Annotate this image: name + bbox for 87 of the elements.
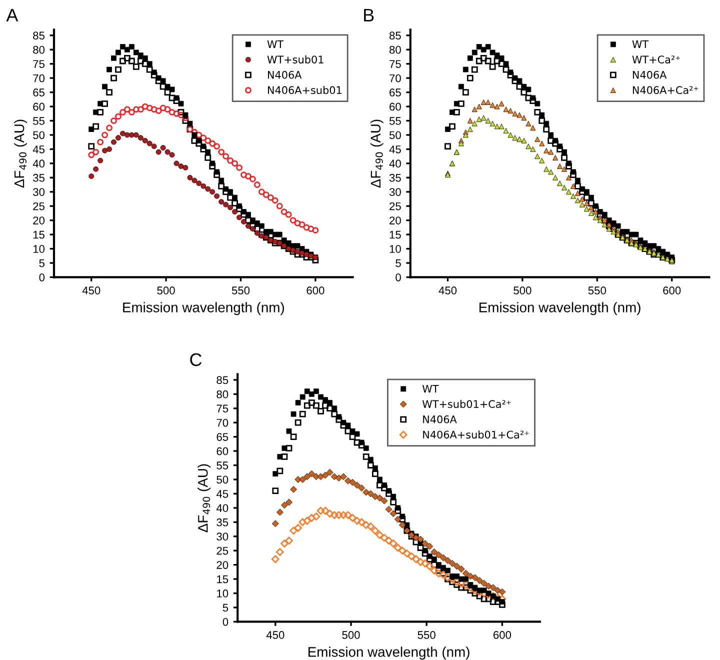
x-tick-label: 550 — [418, 631, 436, 639]
y-tick-label: 80 — [389, 46, 401, 54]
legend-label: WT+sub01 — [267, 55, 324, 64]
y-tick-label: 40 — [389, 160, 401, 168]
y-tick-label: 30 — [216, 532, 228, 541]
y-tick-label: 15 — [33, 230, 45, 239]
legend-label: WT — [632, 40, 649, 48]
x-tick-label: 450 — [82, 286, 100, 294]
y-tick-label: 55 — [33, 117, 45, 125]
x-tick-label: 600 — [493, 631, 512, 639]
y-tick-label: 15 — [390, 230, 401, 239]
y-tick-label: 50 — [216, 476, 228, 484]
y-tick-label: 20 — [216, 561, 228, 569]
y-tick-label: 30 — [389, 188, 401, 196]
y-tick-label: 35 — [216, 518, 228, 526]
y-tick-label: 25 — [390, 202, 401, 210]
y-tick-label: 40 — [216, 504, 228, 512]
y-tick-label: 80 — [216, 390, 228, 398]
y-tick-label: 30 — [33, 188, 45, 196]
y-tick-label: 5 — [39, 259, 45, 268]
y-tick-label: 25 — [216, 546, 228, 555]
legend-label: WT — [422, 384, 439, 393]
y-tick-label: 55 — [389, 117, 401, 125]
legend-label: WT+sub01+Ca²⁺ — [422, 400, 511, 408]
y-tick-label: 0 — [396, 273, 401, 282]
x-tick-label: 500 — [342, 631, 360, 639]
y-tick-label: 20 — [33, 216, 45, 224]
y-tick-label: 65 — [33, 88, 45, 96]
y-tick-label: 50 — [389, 131, 401, 140]
y-tick-label: 15 — [217, 575, 228, 584]
x-tick-label: 450 — [438, 286, 457, 294]
chart-title: B — [364, 8, 374, 22]
legend-label: WT+Ca²⁺ — [632, 56, 680, 64]
y-tick-label: 35 — [389, 174, 401, 182]
legend-label: N406A+Ca²⁺ — [632, 86, 698, 94]
x-tick-label: 550 — [588, 286, 606, 294]
y-tick-label: 45 — [216, 490, 228, 498]
y-tick-label: 25 — [33, 202, 45, 210]
y-tick-label: 45 — [389, 146, 401, 154]
legend-label: N406A+sub01 — [268, 86, 342, 94]
x-tick-label: 600 — [663, 286, 681, 294]
legend-label: WT — [267, 40, 284, 48]
x-tick-label: 550 — [232, 286, 250, 294]
x-tick-label: 500 — [514, 286, 532, 294]
y-tick-label: 0 — [222, 618, 228, 626]
y-tick-label: 60 — [216, 447, 228, 456]
y-tick-label: 10 — [33, 245, 45, 253]
y-tick-label: 75 — [33, 60, 45, 68]
y-tick-label: 10 — [217, 590, 228, 598]
y-tick-label: 85 — [33, 32, 45, 40]
y-tick-label: 60 — [33, 102, 45, 111]
legend-label: N406A — [268, 70, 302, 79]
y-tick-label: 0 — [39, 273, 45, 282]
legend-label: N406A — [423, 415, 457, 424]
y-tick-label: 5 — [222, 604, 228, 612]
y-tick-label: 60 — [390, 102, 401, 111]
y-tick-label: 70 — [216, 418, 228, 427]
x-axis-title: Emission wavelength (nm) — [308, 646, 470, 660]
y-tick-label: 5 — [396, 259, 401, 268]
x-tick-label: 450 — [266, 631, 284, 639]
y-axis-title: ΔF$_{490}$ (AU) — [370, 120, 384, 188]
y-tick-label: 40 — [32, 160, 45, 168]
y-tick-label: 35 — [33, 174, 45, 182]
y-tick-label: 20 — [390, 216, 401, 224]
y-axis-title: ΔF$_{490}$ (AU) — [14, 120, 27, 188]
y-tick-label: 75 — [216, 404, 228, 412]
x-axis-title: Emission wavelength (nm) — [480, 302, 640, 316]
y-tick-label: 70 — [33, 74, 45, 82]
legend-label: N406A — [632, 70, 667, 79]
y-tick-label: 45 — [32, 146, 45, 154]
y-tick-label: 80 — [33, 46, 45, 54]
y-tick-label: 50 — [33, 131, 45, 140]
chart-title: C — [190, 353, 202, 366]
y-tick-label: 10 — [390, 245, 401, 253]
y-tick-label: 65 — [390, 88, 401, 96]
y-axis-title: ΔF$_{490}$ (AU) — [198, 464, 211, 532]
y-tick-label: 85 — [389, 32, 401, 40]
x-axis-title: Emission wavelength (nm) — [123, 302, 284, 316]
chart-title: A — [6, 8, 18, 22]
y-tick-label: 75 — [390, 60, 401, 68]
y-tick-label: 70 — [390, 74, 401, 82]
y-tick-label: 55 — [216, 462, 228, 470]
x-tick-label: 500 — [157, 286, 175, 294]
legend-label: N406A+sub01+Ca²⁺ — [423, 430, 529, 439]
y-tick-label: 65 — [216, 433, 228, 441]
y-tick-label: 85 — [216, 376, 228, 384]
x-tick-label: 600 — [306, 286, 324, 294]
